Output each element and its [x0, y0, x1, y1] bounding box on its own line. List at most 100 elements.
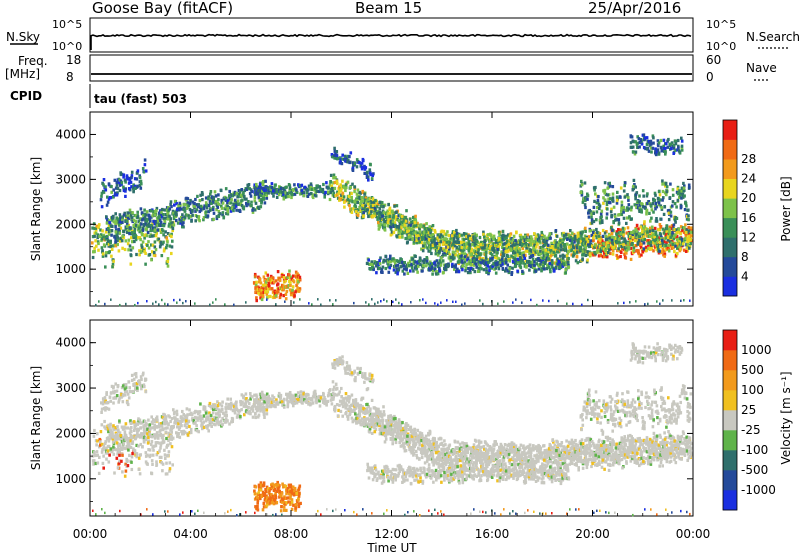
- range-gate-cell: [670, 146, 673, 150]
- range-gate-cell: [514, 262, 517, 266]
- range-gate-cell: [680, 144, 684, 148]
- range-gate-cell: [124, 462, 127, 466]
- range-gate-cell: [395, 268, 399, 272]
- range-gate-cell: [659, 302, 661, 305]
- range-gate-cell: [122, 213, 126, 217]
- range-gate-cell: [569, 244, 572, 248]
- range-gate-cell: [380, 267, 384, 271]
- range-gate-cell: [293, 192, 297, 196]
- range-gate-cell: [265, 191, 268, 195]
- range-gate-cell: [602, 189, 605, 193]
- range-gate-cell: [674, 139, 678, 143]
- range-gate-cell: [501, 243, 505, 247]
- range-gate-cell: [119, 218, 123, 222]
- range-gate-cell: [570, 240, 573, 244]
- range-gate-cell: [608, 181, 611, 185]
- range-gate-cell: [425, 259, 429, 263]
- range-gate-cell: [580, 183, 584, 187]
- range-gate-cell: [622, 189, 626, 193]
- range-gate-cell: [400, 261, 404, 265]
- range-gate-cell: [648, 246, 651, 250]
- range-gate-cell: [469, 271, 472, 275]
- range-gate-cell: [179, 221, 182, 225]
- range-gate-cell: [145, 234, 149, 238]
- range-gate-cell: [162, 213, 165, 217]
- range-gate-cell: [656, 148, 660, 152]
- range-gate-cell: [189, 214, 193, 218]
- range-gate-cell: [119, 239, 122, 243]
- range-gate-cell: [288, 269, 291, 273]
- range-gate-cell: [651, 134, 655, 138]
- range-gate-cell: [120, 459, 123, 463]
- range-gate-cell: [348, 199, 351, 203]
- range-gate-cell: [656, 196, 660, 200]
- range-gate-cell: [599, 238, 602, 242]
- range-gate-cell: [162, 233, 165, 237]
- range-gate-cell: [494, 266, 498, 270]
- range-gate-cell: [150, 258, 153, 262]
- range-gate-cell: [504, 242, 507, 246]
- range-gate-cell: [669, 237, 673, 241]
- range-gate-cell: [381, 224, 385, 228]
- range-gate-cell: [194, 214, 198, 218]
- range-gate-cell: [130, 218, 134, 222]
- range-gate-cell: [362, 201, 366, 205]
- range-gate-cell: [130, 174, 134, 178]
- range-gate-cell: [407, 232, 411, 236]
- range-gate-cell: [126, 224, 129, 228]
- range-gate-cell: [582, 237, 586, 242]
- range-gate-cell: [91, 241, 94, 245]
- range-gate-cell: [581, 258, 584, 262]
- range-gate-cell: [669, 214, 673, 218]
- nsky-series: [90, 33, 692, 50]
- range-gate-cell: [326, 192, 330, 196]
- range-gate-cell: [655, 217, 658, 221]
- range-gate-cell: [145, 218, 149, 222]
- range-gate-cell: [123, 247, 127, 252]
- colorbar-tick-label: 28: [741, 152, 756, 166]
- range-gate-cell: [340, 162, 344, 166]
- range-gate-cell: [395, 298, 397, 301]
- range-gate-cell: [521, 241, 524, 245]
- range-gate-cell: [383, 220, 387, 224]
- range-gate-cell: [614, 242, 617, 246]
- range-gate-cell: [452, 264, 456, 268]
- range-gate-cell: [684, 234, 688, 238]
- range-gate-cell: [152, 253, 156, 257]
- range-gate-cell: [412, 224, 416, 228]
- range-gate-cell: [605, 200, 609, 204]
- range-gate-cell: [412, 215, 415, 220]
- range-gate-cell: [209, 303, 211, 306]
- range-gate-cell: [689, 226, 693, 230]
- range-gate-cell: [317, 298, 319, 301]
- range-gate-cell: [449, 255, 453, 260]
- range-gate-cell: [197, 215, 201, 219]
- range-gate-cell: [399, 231, 402, 235]
- range-gate-cell: [446, 230, 449, 234]
- range-gate-cell: [461, 243, 464, 247]
- range-gate-cell: [378, 213, 381, 217]
- range-gate-cell: [262, 196, 266, 200]
- range-gate-cell: [492, 242, 496, 246]
- range-gate-cell: [619, 195, 622, 199]
- range-gate-cell: [688, 234, 692, 238]
- range-gate-cell: [125, 460, 129, 464]
- range-gate-cell: [386, 216, 390, 220]
- range-gate-cell: [499, 237, 503, 241]
- range-gate-cell: [487, 260, 491, 264]
- range-gate-cell: [521, 269, 524, 273]
- range-gate-cell: [323, 195, 326, 199]
- range-gate-cell: [519, 256, 522, 260]
- range-gate-cell: [409, 217, 412, 221]
- range-gate-cell: [468, 269, 472, 273]
- range-gate-cell: [125, 222, 129, 226]
- range-gate-cell: [467, 260, 471, 264]
- range-gate-cell: [650, 240, 653, 244]
- colorbar-frame: [722, 119, 738, 297]
- range-gate-cell: [144, 251, 147, 255]
- range-gate-cell: [533, 243, 536, 247]
- range-gate-cell: [445, 240, 449, 244]
- range-gate-cell: [368, 303, 370, 306]
- range-gate-cell: [638, 194, 641, 198]
- range-gate-cell: [650, 150, 653, 154]
